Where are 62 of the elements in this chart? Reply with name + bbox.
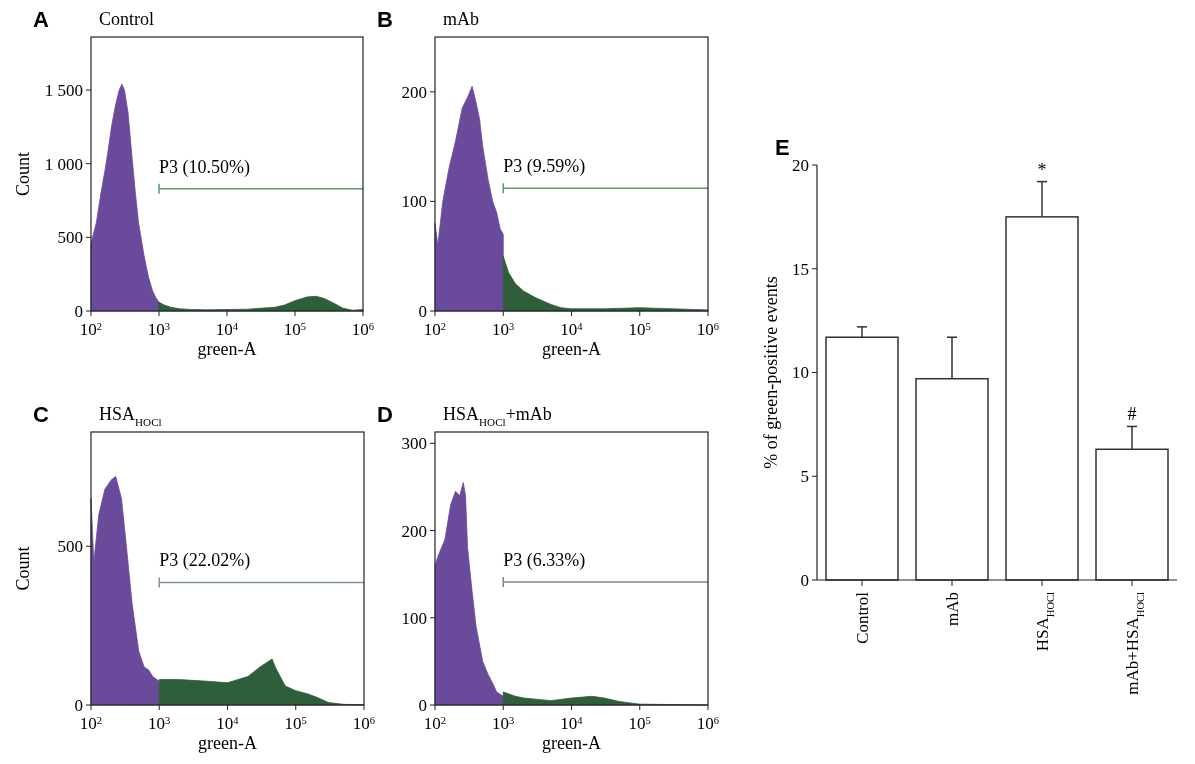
- chart-title: HSA$_{HOCl}$: [99, 404, 162, 428]
- x-tick-label: mAb: [942, 592, 962, 626]
- x-axis-title: green-A: [198, 733, 257, 753]
- y-tick-label: 5: [800, 467, 809, 487]
- y-axis-title: Count: [13, 151, 33, 197]
- y-tick-label: 1 000: [44, 154, 83, 174]
- text: A: [33, 7, 49, 32]
- x-tick-label: 10$^{4}$: [560, 320, 584, 339]
- text: C: [33, 402, 49, 427]
- y-tick-label: 0: [74, 695, 83, 715]
- text: D: [377, 402, 393, 427]
- x-tick-label: 10$^{5}$: [284, 714, 307, 733]
- y-tick-label: 500: [57, 537, 83, 557]
- y-tick-label: 200: [401, 82, 427, 102]
- x-tick-label: 10$^{3}$: [148, 714, 171, 733]
- x-tick-label: 10$^{5}$: [283, 320, 307, 339]
- annotation: #: [1127, 404, 1137, 425]
- y-tick-label: 0: [418, 695, 427, 715]
- x-axis-title: green-A: [542, 339, 601, 359]
- chart-title: mAb: [443, 9, 479, 29]
- y-tick-label: 0: [74, 301, 83, 321]
- y-axis-title: Count: [13, 546, 33, 591]
- y-tick-label: 20: [792, 155, 809, 175]
- y-tick-label: 10: [792, 363, 809, 383]
- x-tick-label: 10$^{2}$: [423, 714, 447, 733]
- x-axis-title: green-A: [542, 733, 601, 753]
- chart-title: Control: [99, 9, 155, 29]
- text: E: [775, 135, 790, 160]
- x-tick-label: 10$^{6}$: [696, 320, 720, 339]
- annotation: *: [1037, 159, 1047, 180]
- x-tick-label: 10$^{4}$: [560, 714, 584, 733]
- y-tick-label: 15: [792, 259, 809, 279]
- x-tick-label: Control: [852, 591, 872, 644]
- y-tick-label: 200: [401, 521, 427, 541]
- x-tick-label: 10$^{6}$: [351, 320, 375, 339]
- x-tick-label: 10$^{3}$: [147, 320, 171, 339]
- x-tick-label: 10$^{5}$: [628, 714, 651, 733]
- y-axis-title: % of green-positive events: [761, 276, 781, 469]
- x-tick-label: 10$^{5}$: [628, 320, 651, 339]
- y-tick-label: 500: [57, 228, 83, 248]
- y-tick-label: 100: [401, 192, 427, 212]
- y-tick-label: 0: [418, 301, 427, 321]
- x-tick-label: 10$^{2}$: [79, 714, 103, 733]
- annotation: P3 (6.33%): [503, 550, 586, 572]
- x-tick-label: 10$^{4}$: [215, 320, 239, 339]
- x-tick-label: 10$^{6}$: [696, 714, 720, 733]
- x-tick-label: 10$^{3}$: [492, 714, 515, 733]
- x-tick-label: 10$^{3}$: [492, 320, 515, 339]
- y-tick-label: 1 500: [44, 80, 83, 100]
- x-tick-label: 10$^{4}$: [216, 714, 240, 733]
- annotation: P3 (9.59%): [503, 156, 586, 178]
- chart-title: HSA$_{HOCl}$+mAb: [443, 404, 552, 428]
- x-tick-label: 10$^{6}$: [352, 714, 376, 733]
- x-axis-title: green-A: [197, 339, 257, 359]
- y-tick-label: 0: [800, 570, 809, 590]
- text: B: [377, 7, 393, 32]
- annotation: P3 (10.50%): [159, 156, 250, 178]
- x-tick-label: 10$^{2}$: [79, 320, 103, 339]
- y-tick-label: 100: [401, 608, 427, 628]
- annotation: P3 (22.02%): [159, 550, 251, 572]
- y-tick-label: 300: [401, 434, 427, 454]
- x-tick-label: 10$^{2}$: [423, 320, 447, 339]
